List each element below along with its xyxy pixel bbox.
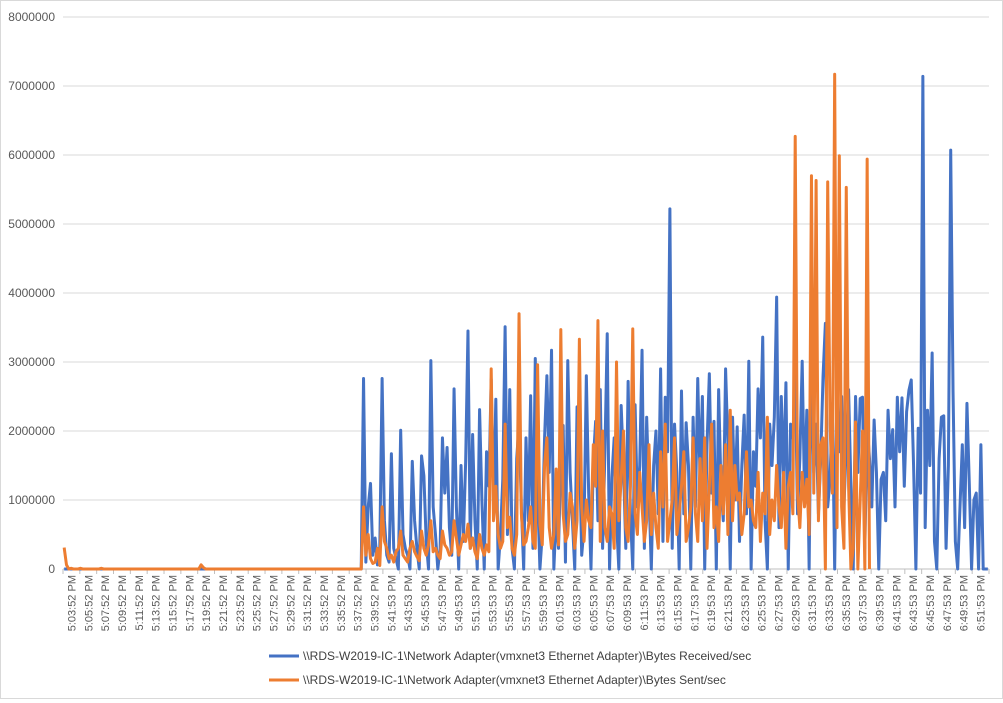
gridlines <box>63 16 989 570</box>
x-tick-label: 6:45:53 PM <box>925 575 937 631</box>
y-tick-label: 4000000 <box>8 286 55 300</box>
x-tick-label: 5:03:52 PM <box>66 575 78 631</box>
x-tick-label: 5:33:52 PM <box>319 575 331 631</box>
x-tick-label: 5:45:53 PM <box>420 575 432 631</box>
y-tick-label: 2000000 <box>8 424 55 438</box>
x-tick-label: 6:13:53 PM <box>656 575 668 631</box>
x-tick-label: 6:19:53 PM <box>706 575 718 631</box>
x-tick-label: 6:23:53 PM <box>740 575 752 631</box>
y-tick-label: 3000000 <box>8 355 55 369</box>
x-tick-label: 5:15:52 PM <box>167 575 179 631</box>
x-tick-label: 5:37:52 PM <box>353 575 365 631</box>
x-tick-label: 5:59:53 PM <box>538 575 550 631</box>
x-tick-label: 6:35:53 PM <box>841 575 853 631</box>
x-tick-label: 5:55:53 PM <box>504 575 516 631</box>
x-tick-label: 5:09:52 PM <box>117 575 129 631</box>
x-tick-label: 5:31:52 PM <box>302 575 314 631</box>
x-tick-label: 5:49:53 PM <box>454 575 466 631</box>
x-tick-label: 5:17:52 PM <box>184 575 196 631</box>
x-tick-label: 6:29:53 PM <box>790 575 802 631</box>
x-tick-label: 6:09:53 PM <box>622 575 634 631</box>
series-lines <box>62 72 988 571</box>
x-tick-label: 5:27:52 PM <box>268 575 280 631</box>
x-tick-label: 6:17:53 PM <box>689 575 701 631</box>
y-axis-tick-labels: 0 1000000 2000000 3000000 4000000 5000000 6000… <box>8 10 55 576</box>
y-tick-label: 6000000 <box>8 148 55 162</box>
x-tick-label: 5:51:53 PM <box>470 575 482 631</box>
y-tick-label: 8000000 <box>8 10 55 24</box>
y-tick-label: 7000000 <box>8 79 55 93</box>
x-tick-label: 5:47:53 PM <box>437 575 449 631</box>
x-tick-label: 6:21:53 PM <box>723 575 735 631</box>
x-tick-label: 5:43:53 PM <box>403 575 415 631</box>
x-tick-label: 5:19:52 PM <box>201 575 213 631</box>
y-tick-label: 1000000 <box>8 493 55 507</box>
legend-label-sent: \\RDS-W2019-IC-1\Network Adapter(vmxnet3… <box>303 673 726 687</box>
legend: \\RDS-W2019-IC-1\Network Adapter(vmxnet3… <box>269 649 751 687</box>
x-tick-label: 6:07:53 PM <box>605 575 617 631</box>
x-tick-label: 5:05:52 PM <box>83 575 95 631</box>
x-axis: 5:03:52 PM 5:05:52 PM 5:07:52 PM 5:09:52 PM… <box>62 569 990 631</box>
x-tick-label: 5:29:52 PM <box>285 575 297 631</box>
x-tick-label: 6:51:53 PM <box>976 575 988 631</box>
x-tick-label: 5:35:52 PM <box>336 575 348 631</box>
y-tick-label: 0 <box>48 562 55 576</box>
legend-label-received: \\RDS-W2019-IC-1\Network Adapter(vmxnet3… <box>303 649 751 663</box>
x-tick-label: 5:25:52 PM <box>252 575 264 631</box>
x-tick-label: 6:27:53 PM <box>774 575 786 631</box>
x-tick-label: 5:57:53 PM <box>521 575 533 631</box>
x-tick-label: 6:49:53 PM <box>959 575 971 631</box>
x-tick-label: 5:11:52 PM <box>134 575 146 630</box>
x-tick-label: 6:43:53 PM <box>908 575 920 631</box>
y-tick-label: 5000000 <box>8 217 55 231</box>
x-tick-label: 6:03:53 PM <box>572 575 584 631</box>
x-tick-label: 6:47:53 PM <box>942 575 954 631</box>
x-tick-label: 5:41:53 PM <box>386 575 398 631</box>
x-tick-label: 6:01:53 PM <box>555 575 567 631</box>
x-tick-label: 6:39:53 PM <box>875 575 887 631</box>
x-tick-label: 6:31:53 PM <box>807 575 819 631</box>
x-tick-label: 6:37:53 PM <box>858 575 870 631</box>
series-line-bytes-sent <box>62 72 871 571</box>
x-tick-label: 5:39:52 PM <box>369 575 381 631</box>
x-tick-label: 6:15:53 PM <box>673 575 685 631</box>
x-tick-label: 5:21:52 PM <box>218 575 230 631</box>
x-tick-label: 6:25:53 PM <box>757 575 769 631</box>
x-tick-label: 5:53:53 PM <box>487 575 499 631</box>
x-tick-label: 5:23:52 PM <box>235 575 247 631</box>
x-tick-label: 5:13:52 PM <box>151 575 163 631</box>
x-tick-label: 6:05:53 PM <box>588 575 600 631</box>
x-tick-label: 5:07:52 PM <box>100 575 112 631</box>
x-tick-label: 6:41:53 PM <box>891 575 903 631</box>
x-tick-label: 6:11:53 PM <box>639 575 651 630</box>
x-tick-label: 6:33:53 PM <box>824 575 836 631</box>
